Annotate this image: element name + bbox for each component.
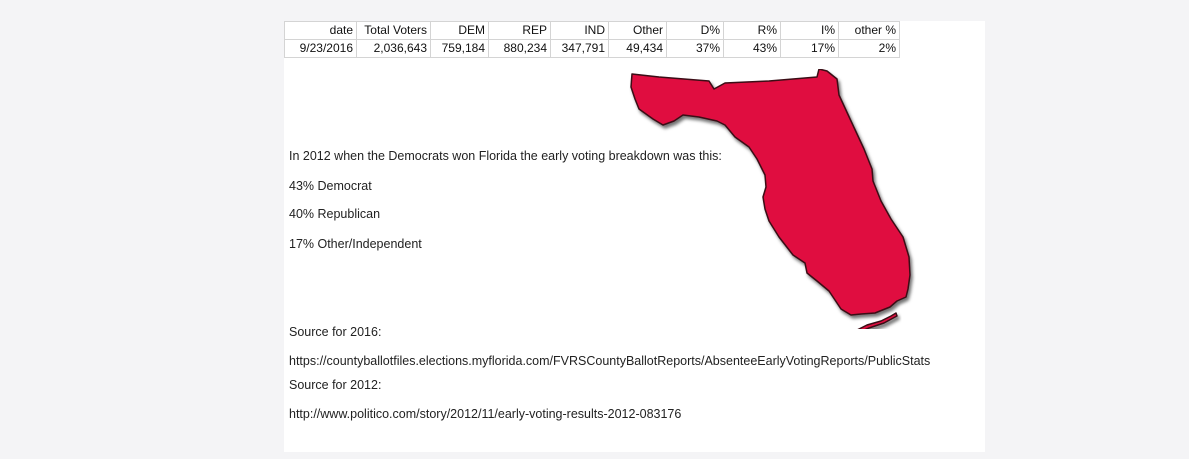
republican-percent-text: 40% Republican: [289, 207, 381, 221]
header-cell-total-voters: Total Voters: [356, 21, 431, 40]
cell-rep: 880,234: [488, 39, 551, 58]
cell-total-voters: 2,036,643: [356, 39, 431, 58]
header-cell-d-pct: D%: [666, 21, 724, 40]
other-percent-text: 17% Other/Independent: [289, 237, 422, 251]
florida-state-map-icon: [630, 69, 911, 329]
cell-i-pct: 17%: [780, 39, 839, 58]
florida-state-shape: [630, 69, 911, 316]
cell-dem: 759,184: [430, 39, 489, 58]
source-2012-link[interactable]: http://www.politico.com/story/2012/11/ea…: [289, 407, 682, 421]
table-header-row: date Total Voters DEM REP IND Other D% R…: [284, 21, 900, 40]
table-row: 9/23/2016 2,036,643 759,184 880,234 347,…: [284, 39, 900, 58]
voter-data-table: date Total Voters DEM REP IND Other D% R…: [284, 21, 900, 58]
header-cell-i-pct: I%: [780, 21, 839, 40]
header-cell-dem: DEM: [430, 21, 489, 40]
source-2012-label: Source for 2012:: [289, 378, 382, 392]
source-2016-link[interactable]: https://countyballotfiles.elections.myfl…: [289, 354, 931, 368]
document-sheet: date Total Voters DEM REP IND Other D% R…: [284, 21, 985, 452]
cell-date: 9/23/2016: [284, 39, 357, 58]
intro-text: In 2012 when the Democrats won Florida t…: [289, 149, 722, 163]
header-cell-ind: IND: [550, 21, 609, 40]
header-cell-date: date: [284, 21, 357, 40]
florida-keys-shape: [857, 312, 898, 329]
cell-r-pct: 43%: [723, 39, 781, 58]
header-cell-r-pct: R%: [723, 21, 781, 40]
header-cell-rep: REP: [488, 21, 551, 40]
header-cell-other: Other: [608, 21, 667, 40]
cell-other-pct: 2%: [838, 39, 900, 58]
cell-d-pct: 37%: [666, 39, 724, 58]
democrat-percent-text: 43% Democrat: [289, 179, 372, 193]
cell-ind: 347,791: [550, 39, 609, 58]
header-cell-other-pct: other %: [838, 21, 900, 40]
cell-other: 49,434: [608, 39, 667, 58]
source-2016-label: Source for 2016:: [289, 325, 382, 339]
